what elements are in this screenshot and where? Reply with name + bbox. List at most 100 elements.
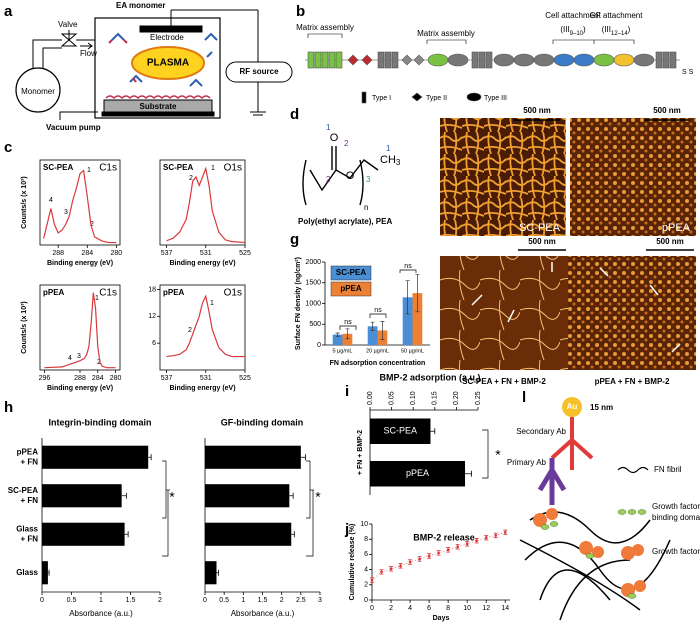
chart-title: pPEA [163, 288, 185, 297]
bracket [162, 490, 169, 557]
error-bar [216, 569, 219, 576]
panel-letter: j [344, 521, 349, 538]
structure [302, 146, 379, 206]
data-line [166, 166, 246, 244]
error-bar [291, 531, 295, 538]
x-axis-label: Binding energy (eV) [47, 260, 113, 267]
label: Primary Ab [507, 458, 547, 467]
carbon-number: 1 [386, 144, 391, 153]
data-point [504, 531, 507, 534]
x-tick-label: 284 [92, 375, 104, 382]
x-tick-label: 0.05 [388, 391, 395, 405]
x-tick-label: 0.20 [453, 391, 460, 405]
legend-label: binding domain [652, 513, 700, 522]
x-tick-label: 288 [74, 375, 86, 382]
bar [412, 293, 423, 345]
x-tick-label: 14 [501, 605, 509, 612]
x-tick-label: 280 [110, 375, 122, 382]
chart-title: BMP-2 adsorption (a.u.) [380, 372, 481, 382]
category-label: + FN [20, 534, 38, 543]
domain-label: (III12–14) [602, 25, 631, 36]
error-bar [415, 274, 420, 313]
annotation: 3 [77, 353, 81, 360]
x-tick-label: 1 [241, 597, 245, 604]
data-line [166, 294, 245, 358]
y-tick-label: 8 [364, 536, 368, 543]
annotation: ns [374, 307, 382, 314]
label: Au [567, 402, 578, 411]
bar [205, 561, 217, 585]
category-label: + FN [20, 496, 38, 505]
legend-label: FN fibril [654, 465, 682, 474]
y-tick-label: 6 [152, 340, 156, 347]
scale-label: 500 nm [656, 237, 684, 246]
annotation: ns [404, 263, 412, 270]
y-tick-label: 2000 [305, 259, 321, 266]
text: 3 [396, 158, 401, 167]
category-label: pPEA [406, 468, 429, 478]
carbon-number: 1 [326, 123, 331, 132]
x-tick-label: 525 [239, 250, 251, 257]
bracket [306, 460, 311, 519]
label: 15 nm [590, 403, 613, 412]
bar [205, 484, 290, 508]
atom: O [346, 170, 355, 182]
panel-letter: d [290, 106, 299, 123]
image-label: pPEA [662, 222, 691, 234]
text: CH [380, 154, 396, 166]
x-axis-label: Days [433, 615, 450, 622]
category-label: + FN [20, 457, 38, 466]
y-tick-label: 1000 [305, 300, 321, 307]
data-point [485, 536, 488, 539]
x-tick-label: 2.5 [296, 597, 306, 604]
label: Valve [58, 20, 78, 29]
atom: O [330, 132, 339, 144]
annotation: * [315, 489, 321, 505]
bar [370, 461, 466, 487]
x-tick-label: 50 µg/mL [401, 348, 424, 354]
error-bar [121, 492, 127, 499]
annotation: ns [344, 319, 352, 326]
plot-frame [39, 159, 121, 246]
label: RF source [239, 67, 279, 76]
x-axis-label: Binding energy (eV) [47, 385, 113, 392]
x-tick-label: 1.5 [258, 597, 268, 604]
scale-label: 500 nm [528, 237, 556, 246]
label: Electrode [150, 33, 184, 42]
x-tick-label: 284 [81, 250, 93, 257]
bar [42, 561, 48, 585]
chart-title: Integrin-binding domain [49, 417, 152, 427]
panel-letter: c [4, 139, 12, 156]
x-tick-label: 2 [280, 597, 284, 604]
afm-image [440, 256, 568, 370]
y-tick-label: 500 [309, 321, 321, 328]
panel-letter: i [345, 383, 349, 400]
carbon-number: 2 [326, 175, 331, 184]
bar [42, 484, 122, 508]
error-bar [289, 492, 294, 499]
text: (III [560, 25, 569, 34]
y-axis-label: + FN + BMP-2 [357, 430, 364, 475]
legend-label: SC-PEA [336, 268, 366, 277]
annotation: * [495, 447, 501, 463]
chart-title: SC-PEA [43, 163, 73, 172]
x-tick-label: 288 [52, 250, 64, 257]
legend-label: Type I [372, 95, 391, 102]
error-bar [335, 332, 340, 337]
bar [332, 334, 343, 345]
error-bar [47, 569, 50, 576]
legend-label: Growth factor [652, 502, 700, 511]
x-tick-label: 12 [482, 605, 490, 612]
label: PLASMA [147, 58, 189, 69]
caption: SC-PEA + FN + BMP-2 [462, 377, 546, 386]
annotation: 4 [49, 197, 53, 204]
label: Secondary Ab [516, 427, 566, 436]
category-label: SC-PEA [8, 486, 38, 495]
error-bar [430, 428, 436, 435]
image-label: SC-PEA [519, 222, 561, 234]
error-bar [345, 328, 350, 340]
error-bar [380, 320, 385, 340]
x-tick-label: 0 [203, 597, 207, 604]
x-tick-label: 531 [200, 375, 212, 382]
